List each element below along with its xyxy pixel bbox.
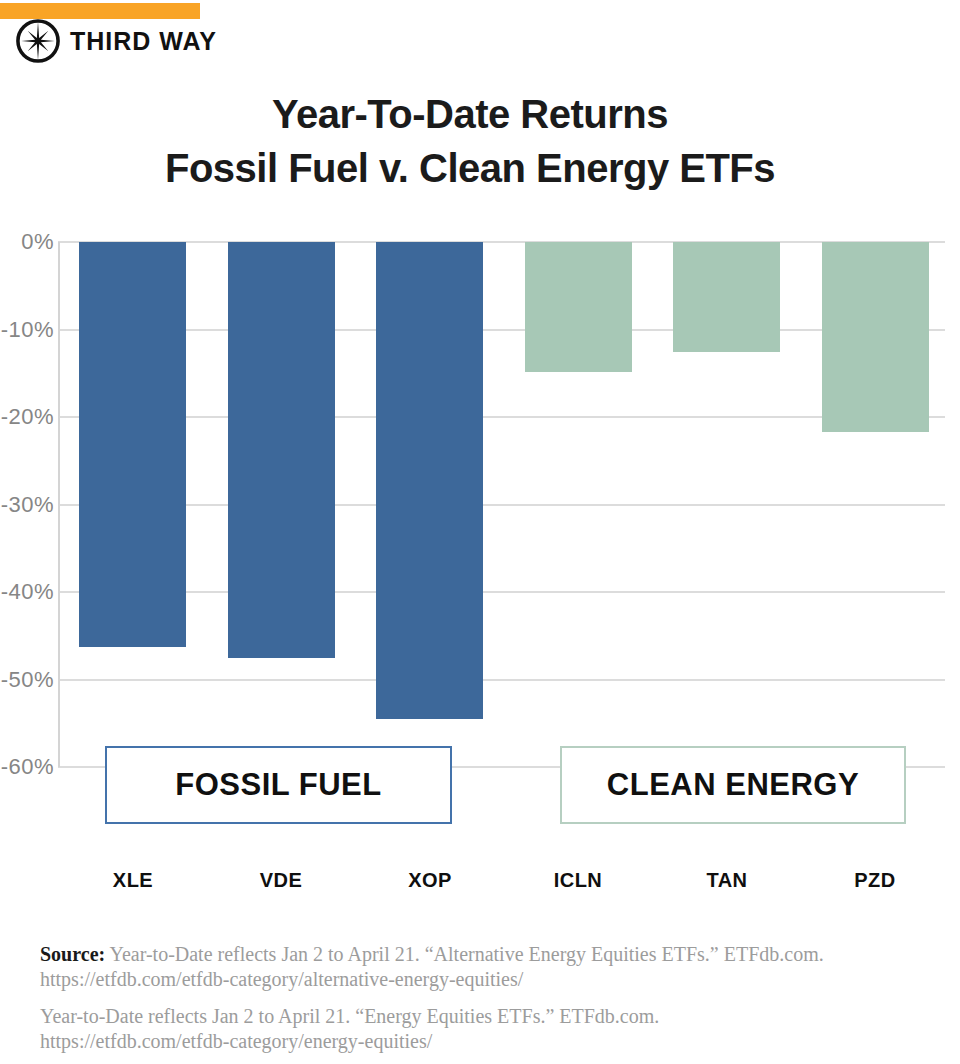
gridline--40% bbox=[58, 591, 945, 593]
gridline--50% bbox=[58, 679, 945, 681]
x-tick-label-PZD: PZD bbox=[815, 869, 935, 892]
footnote-url-1: https://etfdb.com/etfdb-category/alterna… bbox=[40, 968, 523, 990]
x-tick-label-XOP: XOP bbox=[370, 869, 490, 892]
legend-box-clean-energy: CLEAN ENERGY bbox=[560, 746, 906, 824]
gridline--30% bbox=[58, 504, 945, 506]
bar-chart: 0%-10%-20%-30%-40%-50%-60%XLEVDEXOPICLNT… bbox=[0, 0, 960, 1064]
bar-TAN bbox=[673, 242, 780, 352]
x-tick-label-TAN: TAN bbox=[667, 869, 787, 892]
y-tick-label-0%: 0% bbox=[0, 229, 54, 255]
x-tick-label-XLE: XLE bbox=[73, 869, 193, 892]
y-tick-label--40%: -40% bbox=[0, 579, 54, 605]
x-tick-label-VDE: VDE bbox=[221, 869, 341, 892]
bar-VDE bbox=[228, 242, 335, 658]
footnote-text-1: Year-to-Date reflects Jan 2 to April 21.… bbox=[109, 943, 823, 965]
gridline--20% bbox=[58, 416, 945, 418]
legend-box-fossil-fuel: FOSSIL FUEL bbox=[105, 746, 452, 824]
y-tick-label--50%: -50% bbox=[0, 667, 54, 693]
footnote-url-2: https://etfdb.com/etfdb-category/energy-… bbox=[40, 1030, 432, 1052]
legend-label-clean-energy: CLEAN ENERGY bbox=[607, 767, 859, 803]
y-tick-label--10%: -10% bbox=[0, 317, 54, 343]
y-tick-label--30%: -30% bbox=[0, 492, 54, 518]
legend-label-fossil-fuel: FOSSIL FUEL bbox=[175, 767, 381, 803]
footnote-source-2: Year-to-Date reflects Jan 2 to April 21.… bbox=[40, 1004, 920, 1054]
footnote-text-2: Year-to-Date reflects Jan 2 to April 21.… bbox=[40, 1005, 659, 1027]
source-prefix: Source: bbox=[40, 943, 105, 965]
infographic-page: THIRD WAY Year-To-Date Returns Fossil Fu… bbox=[0, 0, 960, 1064]
bar-ICLN bbox=[525, 242, 632, 372]
gridline-0% bbox=[58, 241, 945, 243]
footnote-source-1: Source: Year-to-Date reflects Jan 2 to A… bbox=[40, 942, 920, 992]
bar-PZD bbox=[822, 242, 929, 432]
gridline--10% bbox=[58, 329, 945, 331]
y-tick-label--60%: -60% bbox=[0, 754, 54, 780]
y-axis-line bbox=[58, 242, 60, 767]
y-tick-label--20%: -20% bbox=[0, 404, 54, 430]
bar-XOP bbox=[376, 242, 483, 719]
bar-XLE bbox=[79, 242, 186, 647]
x-tick-label-ICLN: ICLN bbox=[518, 869, 638, 892]
